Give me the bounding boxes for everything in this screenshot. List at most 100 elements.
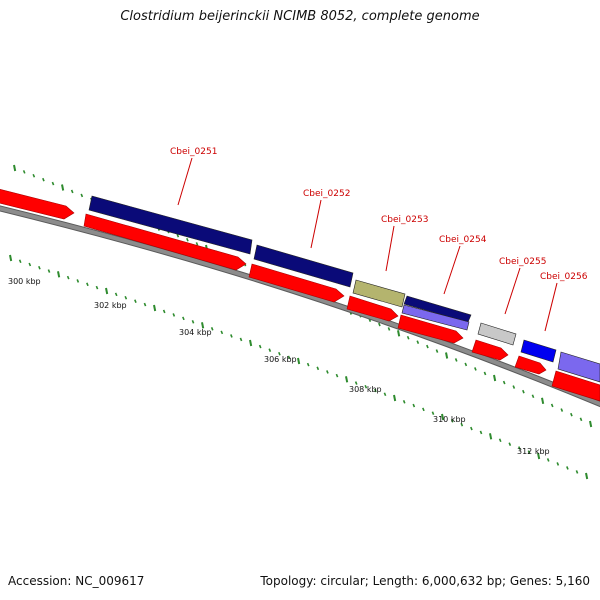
inner-tick-32 bbox=[316, 366, 320, 371]
inner-tick-42 bbox=[412, 403, 416, 408]
inner-tick-16 bbox=[162, 309, 166, 314]
inner-tick-39 bbox=[383, 392, 387, 397]
outer-tick-57 bbox=[560, 408, 564, 412]
inner-tick-3 bbox=[38, 265, 41, 270]
kbp-label-308: 308 kbp bbox=[349, 385, 382, 394]
inner-tick-44 bbox=[431, 411, 435, 415]
outer-tick-58 bbox=[570, 412, 573, 417]
inner-tick-5 bbox=[57, 271, 61, 278]
inner-tick-37 bbox=[364, 384, 368, 389]
inner-tick-28 bbox=[278, 351, 281, 356]
inner-tick-13 bbox=[134, 299, 137, 303]
inner-tick-59 bbox=[575, 470, 579, 474]
outer-tick-52 bbox=[512, 385, 516, 389]
leader-line-2 bbox=[385, 225, 395, 272]
kbp-label-310: 310 kbp bbox=[433, 415, 466, 424]
kbp-label-304: 304 kbp bbox=[179, 328, 212, 337]
gene-label-cbei-0255: Cbei_0255 bbox=[499, 257, 546, 267]
outer-tick-45 bbox=[445, 352, 449, 359]
outer-tick-59 bbox=[579, 417, 583, 422]
outer-tick-38 bbox=[378, 322, 381, 327]
inner-tick-12 bbox=[124, 295, 128, 300]
outer-tick-50 bbox=[493, 374, 497, 382]
cds-arrow-6 bbox=[514, 355, 547, 375]
inner-tick-11 bbox=[114, 292, 118, 297]
outer-tick-51 bbox=[502, 380, 506, 385]
outer-tick-55 bbox=[541, 397, 545, 405]
inner-tick-38 bbox=[374, 388, 377, 393]
outer-tick-49 bbox=[483, 371, 487, 376]
accession-label: Accession: NC_009617 bbox=[8, 574, 145, 588]
inner-tick-46 bbox=[450, 419, 454, 423]
inner-tick-6 bbox=[66, 275, 70, 280]
inner-tick-57 bbox=[556, 462, 560, 466]
cds-arrow-4 bbox=[397, 314, 464, 344]
inner-tick-15 bbox=[153, 304, 157, 312]
inner-tick-20 bbox=[201, 322, 205, 329]
inner-tick-51 bbox=[498, 438, 502, 443]
inner-tick-23 bbox=[230, 334, 233, 338]
outer-tick-6 bbox=[70, 189, 74, 194]
gene-box-cbei-0256 bbox=[520, 339, 557, 363]
cds-arrow-0 bbox=[0, 188, 75, 220]
inner-tick-9 bbox=[95, 285, 99, 290]
cds-arrow-7 bbox=[551, 370, 600, 402]
label-leader-lines bbox=[177, 157, 558, 332]
cds-arrow-2 bbox=[248, 263, 345, 303]
outer-tick-44 bbox=[435, 349, 439, 353]
backbone-core bbox=[0, 206, 600, 407]
inner-tick-56 bbox=[546, 458, 550, 462]
inner-tick-1 bbox=[18, 259, 22, 264]
outer-tick-18 bbox=[186, 237, 189, 242]
inner-tick-7 bbox=[76, 279, 80, 283]
outer-tick-40 bbox=[397, 330, 401, 337]
gene-label-cbei-0252: Cbei_0252 bbox=[303, 189, 350, 199]
inner-tick-24 bbox=[239, 337, 243, 342]
gene-box-next bbox=[557, 351, 600, 383]
outer-tick-5 bbox=[61, 184, 65, 191]
outer-tick-0 bbox=[13, 164, 17, 172]
inner-tick-4 bbox=[47, 269, 51, 273]
inner-tick-40 bbox=[393, 394, 397, 402]
outer-tick-1 bbox=[22, 170, 26, 174]
inner-tick-41 bbox=[402, 399, 406, 404]
inner-tick-35 bbox=[345, 376, 349, 383]
feature-track bbox=[0, 188, 600, 402]
inner-tick-31 bbox=[306, 362, 310, 367]
inner-tick-29 bbox=[287, 355, 291, 360]
gene-label-cbei-0256: Cbei_0256 bbox=[540, 272, 588, 282]
inner-tick-47 bbox=[460, 422, 464, 427]
inner-tick-52 bbox=[508, 442, 512, 446]
inner-tick-49 bbox=[479, 430, 483, 435]
kbp-label-300: 300 kbp bbox=[8, 277, 41, 286]
outer-tick-42 bbox=[416, 340, 420, 344]
outer-tick-43 bbox=[426, 344, 429, 349]
inner-tick-55 bbox=[537, 452, 541, 460]
leader-line-5 bbox=[544, 282, 558, 332]
outer-tick-54 bbox=[531, 394, 535, 399]
gene-label-cbei-0254: Cbei_0254 bbox=[439, 235, 487, 245]
topology-label: Topology: circular; Length: 6,000,632 bp… bbox=[260, 574, 590, 588]
backbone-edge bbox=[0, 205, 600, 408]
inner-tick-45 bbox=[441, 413, 445, 421]
genome-backbone bbox=[0, 205, 600, 408]
inner-tick-58 bbox=[566, 466, 569, 470]
inner-tick-48 bbox=[470, 426, 473, 431]
inner-tick-26 bbox=[258, 344, 262, 349]
inner-tick-2 bbox=[28, 262, 32, 267]
leader-line-4 bbox=[504, 267, 521, 315]
kbp-label-306: 306 kbp bbox=[264, 355, 297, 364]
gene-box-cbei-0253 bbox=[352, 279, 406, 308]
inner-tick-33 bbox=[326, 370, 329, 374]
gene-box-cbei-0255 bbox=[477, 322, 517, 346]
inner-tick-54 bbox=[527, 450, 531, 454]
gene-label-cbei-0253: Cbei_0253 bbox=[381, 215, 428, 225]
outer-tick-56 bbox=[550, 403, 554, 408]
cds-arrow-3 bbox=[346, 295, 399, 322]
inner-tick-19 bbox=[191, 320, 195, 324]
outer-tick-48 bbox=[474, 367, 477, 371]
inner-tick-21 bbox=[210, 327, 214, 331]
inner-tick-18 bbox=[182, 316, 185, 321]
outer-tick-47 bbox=[464, 362, 468, 367]
